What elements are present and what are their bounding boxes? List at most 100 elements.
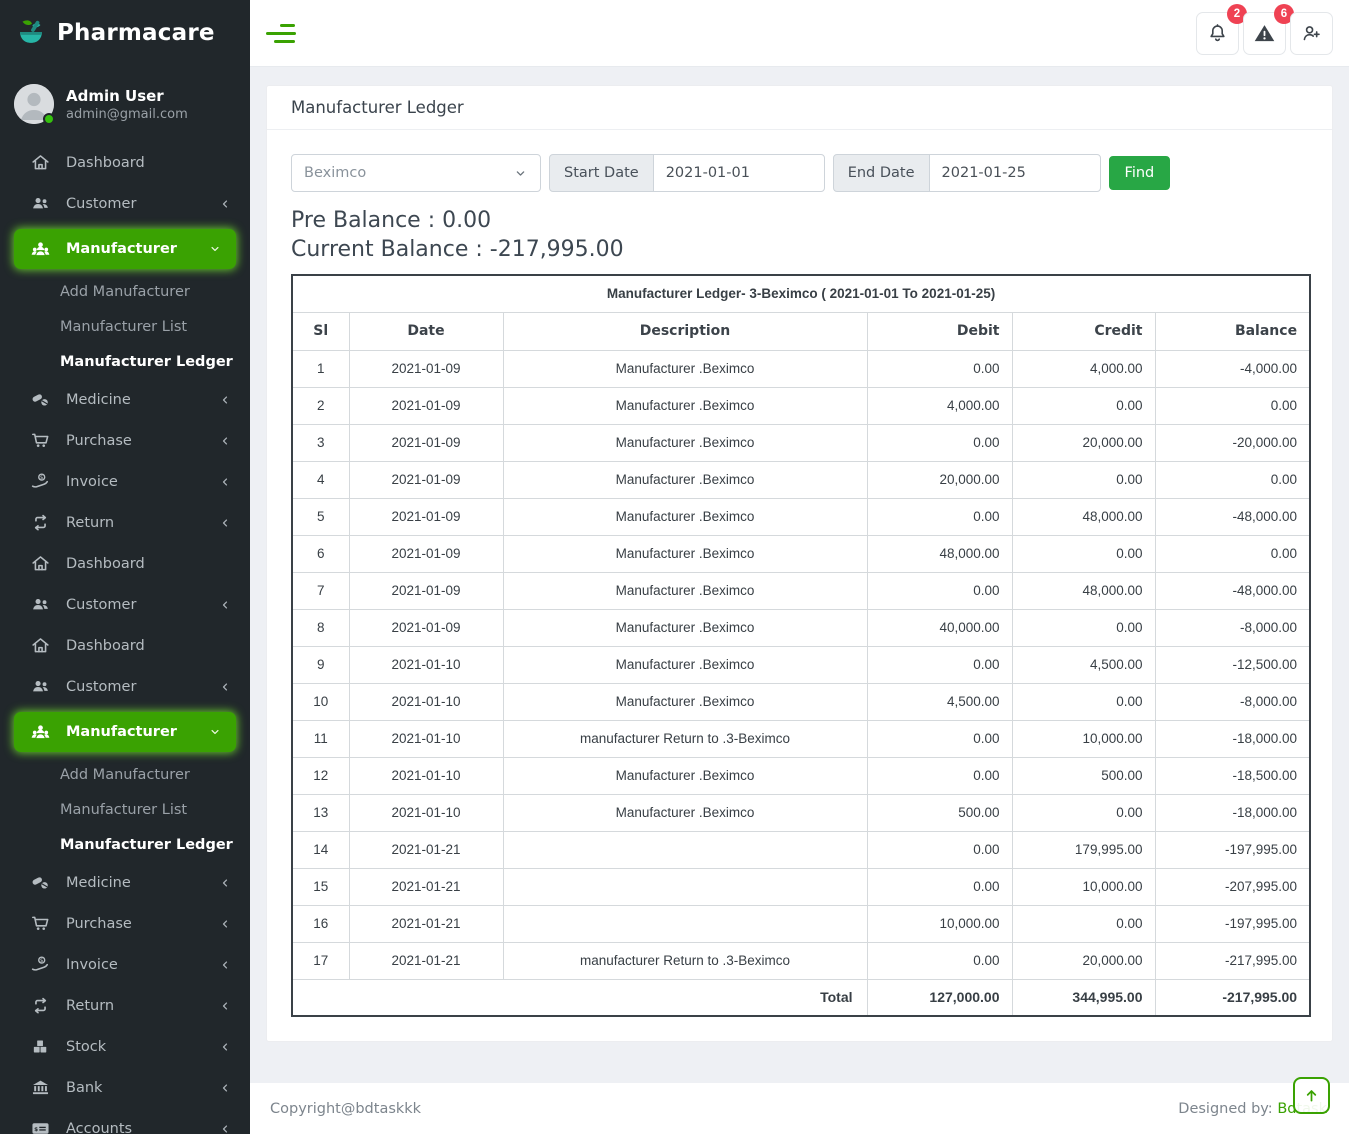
total-credit: 344,995.00 <box>1011 978 1156 1017</box>
page-title: Manufacturer Ledger <box>267 86 1332 130</box>
current-balance-text: Current Balance : -217,995.00 <box>291 237 624 262</box>
ledger-table: Manufacturer Ledger- 3-Beximco ( 2021-01… <box>291 274 1312 1017</box>
table-row: 5 2021-01-09 Manufacturer .Beximco 0.00 48,0… <box>291 497 1311 536</box>
end-date-group: End Date <box>832 154 1101 192</box>
balances: Pre Balance : 0.00 Current Balance : -21… <box>291 206 1308 264</box>
medicine-icon <box>30 389 51 410</box>
sidebar-subitem-add-manufacturer[interactable]: Add Manufacturer <box>0 274 250 309</box>
sidebar-item-label: Customer <box>66 596 137 613</box>
table-row: 17 2021-01-21 manufacturer Return to .3-Be… <box>291 941 1311 980</box>
sidebar-item-dashboard[interactable]: Dashboard <box>0 142 250 183</box>
start-date-input[interactable] <box>652 154 825 192</box>
top-navbar: 2 6 <box>250 0 1349 66</box>
sidebar-item-label: Manufacturer Ledger <box>60 353 233 370</box>
sidebar-item-label: Manufacturer List <box>60 801 188 818</box>
sidebar-item-label: Invoice <box>66 956 118 973</box>
chevron-left-icon <box>218 1081 232 1095</box>
home-icon <box>30 152 51 173</box>
sidebar-item-accounts[interactable]: Accounts <box>0 1108 250 1134</box>
sidebar-item-manufacturer[interactable]: Manufacturer <box>14 229 236 269</box>
end-date-input[interactable] <box>928 154 1101 192</box>
sidebar-menu: Dashboard Customer Manufacturer Add Manufac… <box>0 134 250 1134</box>
chevron-left-icon <box>218 1040 232 1054</box>
add-user-button[interactable] <box>1290 11 1333 55</box>
brand-logo[interactable]: Pharmacare <box>0 0 250 66</box>
table-title: Manufacturer Ledger- 3-Beximco ( 2021-01… <box>291 274 1311 313</box>
sidebar-item-purchase[interactable]: Purchase <box>0 420 250 461</box>
sidebar-item-invoice[interactable]: Invoice <box>0 461 250 502</box>
sidebar-item-purchase[interactable]: Purchase <box>0 903 250 944</box>
sidebar-subitem-add-manufacturer[interactable]: Add Manufacturer <box>0 757 250 792</box>
table-row: 6 2021-01-09 Manufacturer .Beximco 48,000.0… <box>291 534 1311 573</box>
menu-toggle-button[interactable] <box>266 23 296 43</box>
sidebar-item-label: Return <box>66 997 115 1014</box>
users-icon <box>30 594 51 615</box>
copyright-text: Copyright@bdtaskkk <box>270 1100 422 1117</box>
sidebar-subitem-manufacturer-ledger[interactable]: Manufacturer Ledger <box>0 827 250 862</box>
table-row: 12 2021-01-10 Manufacturer .Beximco 0.00 500… <box>291 756 1311 795</box>
manufacturer-select[interactable]: Beximco <box>291 154 541 192</box>
table-row: 3 2021-01-09 Manufacturer .Beximco 0.00 20,0… <box>291 423 1311 462</box>
table-row: 2 2021-01-09 Manufacturer .Beximco 4,000.00… <box>291 386 1311 425</box>
table-total-row: Total 127,000.00 344,995.00 -217,995.00 <box>291 978 1311 1017</box>
ledger-card: Manufacturer Ledger Beximco Start Date E… <box>266 85 1333 1042</box>
arrow-up-icon <box>1302 1086 1321 1105</box>
sidebar-item-label: Add Manufacturer <box>60 283 190 300</box>
sidebar-item-medicine[interactable]: Medicine <box>0 862 250 903</box>
scroll-to-top-button[interactable] <box>1293 1077 1330 1114</box>
notifications-button[interactable]: 2 <box>1196 3 1247 55</box>
table-row: 4 2021-01-09 Manufacturer .Beximco 20,000.0… <box>291 460 1311 499</box>
sidebar-item-label: Customer <box>66 195 137 212</box>
sidebar-item-label: Manufacturer <box>66 724 177 740</box>
find-button[interactable]: Find <box>1108 156 1171 190</box>
chevron-left-icon <box>218 475 232 489</box>
col-header-sl: Sl <box>291 311 350 351</box>
invoice-icon <box>30 954 51 975</box>
col-header-debit: Debit <box>866 311 1013 351</box>
pre-balance-text: Pre Balance : 0.00 <box>291 208 492 233</box>
sidebar-item-invoice[interactable]: Invoice <box>0 944 250 985</box>
manufacturer-icon <box>30 239 51 260</box>
table-row: 7 2021-01-09 Manufacturer .Beximco 0.00 48,0… <box>291 571 1311 610</box>
sidebar-subitem-manufacturer-ledger[interactable]: Manufacturer Ledger <box>0 344 250 379</box>
chevron-left-icon <box>218 876 232 890</box>
sidebar-item-medicine[interactable]: Medicine <box>0 379 250 420</box>
user-plus-icon <box>1300 22 1323 45</box>
hamburger-icon <box>280 23 295 27</box>
return-icon <box>30 995 51 1016</box>
user-email: admin@gmail.com <box>66 106 188 122</box>
users-icon <box>30 193 51 214</box>
sidebar-item-dashboard[interactable]: Dashboard <box>0 543 250 584</box>
sidebar-subitem-manufacturer-list[interactable]: Manufacturer List <box>0 309 250 344</box>
pharmacare-logo-icon <box>20 20 42 43</box>
total-label: Total <box>291 978 868 1017</box>
bell-icon <box>1206 22 1229 45</box>
table-row: 16 2021-01-21 10,000.00 0.00 -197,995.00 <box>291 904 1311 943</box>
warning-icon <box>1253 22 1276 45</box>
sidebar-item-label: Dashboard <box>66 154 145 171</box>
sidebar-item-label: Dashboard <box>66 555 145 572</box>
sidebar-item-dashboard[interactable]: Dashboard <box>0 625 250 666</box>
sidebar-item-customer[interactable]: Customer <box>0 666 250 707</box>
sidebar-item-return[interactable]: Return <box>0 502 250 543</box>
table-row: 13 2021-01-10 Manufacturer .Beximco 500.00 0… <box>291 793 1311 832</box>
sidebar-user[interactable]: Admin User admin@gmail.com <box>0 66 250 134</box>
sidebar-item-stock[interactable]: Stock <box>0 1026 250 1067</box>
table-row: 1 2021-01-09 Manufacturer .Beximco 0.00 4,00… <box>291 349 1311 388</box>
sidebar-item-label: Dashboard <box>66 637 145 654</box>
sidebar-item-label: Return <box>66 514 115 531</box>
ledger-tbody: Manufacturer Ledger- 3-Beximco ( 2021-01… <box>291 274 1311 1017</box>
start-date-group: Start Date <box>549 154 825 192</box>
start-date-label: Start Date <box>549 154 654 192</box>
sidebar-item-manufacturer[interactable]: Manufacturer <box>14 712 236 752</box>
end-date-label: End Date <box>832 154 930 192</box>
sidebar-subitem-manufacturer-list[interactable]: Manufacturer List <box>0 792 250 827</box>
sidebar-item-return[interactable]: Return <box>0 985 250 1026</box>
alert-badge: 6 <box>1274 3 1294 24</box>
sidebar-item-customer[interactable]: Customer <box>0 584 250 625</box>
sidebar-item-bank[interactable]: Bank <box>0 1067 250 1108</box>
alerts-button[interactable]: 6 <box>1243 3 1294 55</box>
manufacturer-select-value: Beximco <box>304 165 367 181</box>
brand-name: Pharmacare <box>57 20 215 46</box>
sidebar-item-customer[interactable]: Customer <box>0 183 250 224</box>
